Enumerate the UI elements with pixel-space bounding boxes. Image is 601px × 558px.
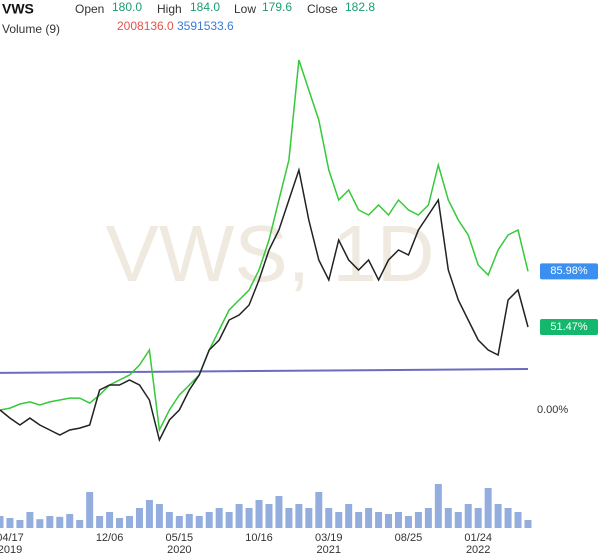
volume-bar [66,514,74,528]
volume-bar [295,504,303,528]
volume-bar [345,504,353,528]
volume-bar [375,512,383,528]
trendline [0,368,529,374]
volume-bar [464,504,472,528]
volume-bar [255,500,263,528]
volume-bar [96,516,104,528]
symbol: VWS [2,1,34,17]
volume-bar [365,508,373,528]
volume-bar [235,504,243,528]
volume-bar [474,508,482,528]
volume-bar [424,508,432,528]
volume-bar [145,500,153,528]
volume-bar [385,514,393,528]
last-value-box [540,263,598,280]
volume-bar [305,508,313,528]
volume-bar [315,492,323,528]
volume-bar [225,512,233,528]
volume-bar [484,488,492,528]
volume-bar [504,508,512,528]
x-tick-label: 05/15 [166,532,194,544]
volume-bar [86,492,94,528]
volume-bar [285,508,293,528]
x-tick-label: 04/17 [0,532,24,544]
volume-bar [0,516,4,528]
volume-bar [245,508,253,528]
volume-bar [265,504,273,528]
x-year-label: 2021 [317,544,341,556]
volume-bar [6,518,14,528]
volume-bar [36,519,44,528]
volume-bar [444,508,452,528]
volume-bar [335,512,343,528]
volume-bar [195,516,203,528]
open-label: Open [75,2,104,16]
x-tick-label: 12/06 [96,532,124,544]
high-label: High [157,2,182,16]
x-year-label: 2019 [0,544,22,556]
volume-bar [275,496,283,528]
last-value-box [540,318,598,335]
volume-bar [185,514,193,528]
volume-bar [175,516,183,528]
volume-bar [116,518,124,528]
volume-bar [494,504,502,528]
series-line [0,167,529,443]
volume-bar [16,520,24,528]
volume-bar [135,508,143,528]
volume-bar [46,516,54,528]
volume-bar [205,512,213,528]
x-year-label: 2020 [167,544,191,556]
volume-bar [434,484,442,528]
high: 184.0 [190,0,220,14]
x-tick-label: 10/16 [245,532,273,544]
volume-bar [26,512,34,528]
watermark: VWS, 1D [106,209,435,298]
close-label: Close [307,2,338,16]
x-tick-label: 03/19 [315,532,343,544]
volume-bar [394,512,402,528]
y-tick-label: 0.00% [537,404,568,416]
volume-ma: 3591533.6 [177,19,234,33]
open: 180.0 [112,0,142,14]
volume-bar [76,520,84,528]
volume-bar [165,512,173,528]
volume-bar [155,504,163,528]
volume-bar [414,512,422,528]
x-tick-label: 08/25 [395,532,423,544]
volume-label: Volume (9) [2,22,60,36]
volume-bar [56,516,64,528]
volume-bar [454,512,462,528]
series-line [0,59,529,433]
volume-bar [215,508,223,528]
last-value-label: 51.47% [550,321,588,333]
close: 182.8 [345,0,375,14]
x-year-label: 2022 [466,544,490,556]
volume-bar [325,508,333,528]
volume-bar [524,520,532,528]
volume-bar [355,512,363,528]
last-value-label: 85.98% [550,265,588,277]
x-tick-label: 01/24 [464,532,492,544]
volume-bar [514,512,522,528]
volume-value: 2008136.0 [117,19,174,33]
low-label: Low [234,2,256,16]
volume-bar [126,516,134,528]
low: 179.6 [262,0,292,14]
volume-bar [404,516,412,528]
volume-bar [106,512,114,528]
